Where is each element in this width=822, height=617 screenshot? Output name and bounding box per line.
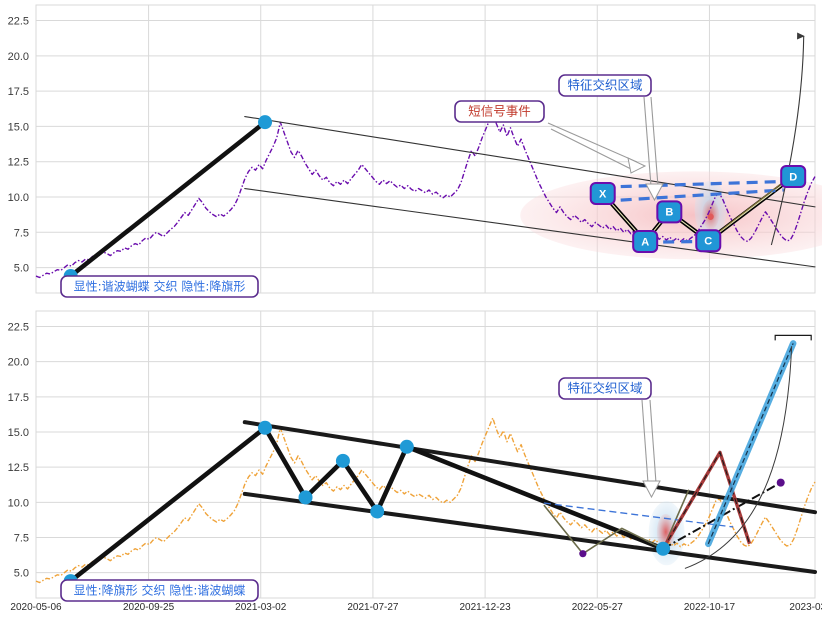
top-pattern-label-box xyxy=(60,275,259,298)
node-box[interactable] xyxy=(589,181,616,205)
zone-label-bottom-text: 特征交织区域 xyxy=(567,381,642,396)
channel-trendline xyxy=(244,115,816,208)
bottom-pattern-label-box xyxy=(60,579,259,602)
y-axis-tick-label: 22.5 xyxy=(8,321,29,333)
bottom-pattern-label: 显性:降旗形 交织 隐性:谐波蝴蝶 xyxy=(60,579,259,602)
y-axis-tick-label: 17.5 xyxy=(8,392,29,404)
harmonic-guide-dashed-bottom xyxy=(543,502,734,528)
pivot-marker xyxy=(399,439,414,454)
forecast-arrow-top xyxy=(770,32,805,246)
top-pattern-label-text: 显性:谐波蝴蝶 交织 隐性:降旗形 xyxy=(74,279,246,294)
event-label-box xyxy=(454,100,545,123)
y-axis-tick-label: 15.0 xyxy=(8,121,29,133)
event-leader-line xyxy=(547,122,638,163)
feature-center-dot-top xyxy=(707,213,714,220)
node-label: C xyxy=(704,236,712,248)
node-label: B xyxy=(665,207,673,219)
harmonic-thin-connector xyxy=(707,174,794,241)
harmonic-guide-dashed xyxy=(602,188,784,203)
harmonic-node-a[interactable]: A xyxy=(632,229,659,253)
x-axis-tick-label: 2023-03-06 xyxy=(789,602,822,613)
y-axis-tick-label: 12.5 xyxy=(8,157,29,169)
zone-arrow-head-bottom xyxy=(642,480,661,499)
event-leader-line-2 xyxy=(550,128,634,171)
node-label: A xyxy=(641,236,649,248)
zone-label-top: 特征交织区域 xyxy=(558,74,652,97)
x-axis-tick-label: 2022-10-17 xyxy=(684,602,736,613)
zone-label-top-text: 特征交织区域 xyxy=(567,78,642,93)
pivot-marker xyxy=(258,115,273,130)
feature-core-bottom xyxy=(656,513,675,550)
projection-dashdot-black xyxy=(662,481,782,550)
y-axis-tick-label: 7.5 xyxy=(14,227,29,239)
event-label-text: 短信号事件 xyxy=(468,104,531,119)
pivot-marker xyxy=(656,541,671,556)
inner-harmonic-line xyxy=(543,489,690,555)
impulse-trend-line xyxy=(68,119,268,279)
forecast-arrow-bottom xyxy=(684,346,793,569)
price-line-orange xyxy=(35,417,816,584)
y-axis-tick-label: 12.5 xyxy=(8,462,29,474)
pivot-marker xyxy=(298,490,313,505)
projection-line-core xyxy=(707,343,794,545)
zone-label-bottom: 特征交织区域 xyxy=(558,377,652,400)
zone-leader-line-top-2 xyxy=(650,96,659,187)
x-axis-tick-label: 2020-05-06 xyxy=(10,602,62,613)
target-bracket xyxy=(774,334,812,341)
zone-arrow-head-top xyxy=(645,183,664,202)
pivot-dot-purple xyxy=(579,550,587,558)
y-axis-tick-label: 20.0 xyxy=(8,51,29,63)
channel-trendline xyxy=(242,420,817,515)
harmonic-node-x[interactable]: X xyxy=(589,181,616,205)
y-axis-tick-label: 20.0 xyxy=(8,357,29,369)
zone-leader-line-bottom xyxy=(641,399,649,484)
zone-leader-line-top xyxy=(643,96,652,187)
red-peak-dashed-core xyxy=(662,451,751,550)
y-axis-tick-label: 10.0 xyxy=(8,497,29,509)
top-pattern-label: 显性:谐波蝴蝶 交织 隐性:降旗形 xyxy=(60,275,259,298)
node-label: X xyxy=(599,188,607,200)
harmonic-leg-core xyxy=(707,176,794,242)
x-axis-tick-label: 2021-07-27 xyxy=(347,602,399,613)
y-axis-tick-label: 5.0 xyxy=(14,568,29,580)
x-axis-tick-label: 2021-03-02 xyxy=(235,602,287,613)
pivot-marker xyxy=(370,504,385,519)
node-box[interactable] xyxy=(780,165,807,189)
node-label: D xyxy=(789,171,797,183)
harmonic-node-b[interactable]: B xyxy=(656,200,683,224)
grid-layer xyxy=(35,4,816,599)
event-label: 短信号事件 xyxy=(454,100,545,123)
price-series-layer xyxy=(35,111,816,584)
target-dot-purple xyxy=(776,478,785,487)
harmonic-node-d[interactable]: D xyxy=(780,165,807,189)
y-axis-tick-label: 17.5 xyxy=(8,86,29,98)
channel-trendline xyxy=(242,491,817,574)
node-box[interactable] xyxy=(632,229,659,253)
y-axis-tick-label: 22.5 xyxy=(8,16,29,28)
pivot-marker xyxy=(335,453,350,468)
event-arrow-head xyxy=(627,157,647,174)
node-box[interactable] xyxy=(656,200,683,224)
y-axis-tick-label: 10.0 xyxy=(8,192,29,204)
y-axis-tick-label: 7.5 xyxy=(14,533,29,545)
y-axis-tick-label: 15.0 xyxy=(8,427,29,439)
x-axis-tick-label: 2020-09-25 xyxy=(123,602,175,613)
x-axis-tick-label: 2022-05-27 xyxy=(572,602,624,613)
zone-leader-line-bottom-2 xyxy=(649,399,657,484)
bottom-pattern-label-text: 显性:降旗形 交织 隐性:谐波蝴蝶 xyxy=(74,583,246,598)
y-axis-tick-label: 5.0 xyxy=(14,263,29,275)
harmonic-node-c[interactable]: C xyxy=(695,229,722,253)
pivot-marker xyxy=(258,420,273,435)
tick-labels-layer: 5.0 7.5 10.0 12.5 15.0 17.5 20.0 22.5 5.0 7.5 10.0… xyxy=(8,16,822,613)
x-axis-tick-label: 2021-12-23 xyxy=(460,602,512,613)
node-box[interactable] xyxy=(695,229,722,253)
harmonic-guide-dashed xyxy=(602,179,784,189)
zone-label-top-box xyxy=(558,74,652,97)
channel-trendline xyxy=(244,187,816,268)
zone-label-bottom-box xyxy=(558,377,652,400)
